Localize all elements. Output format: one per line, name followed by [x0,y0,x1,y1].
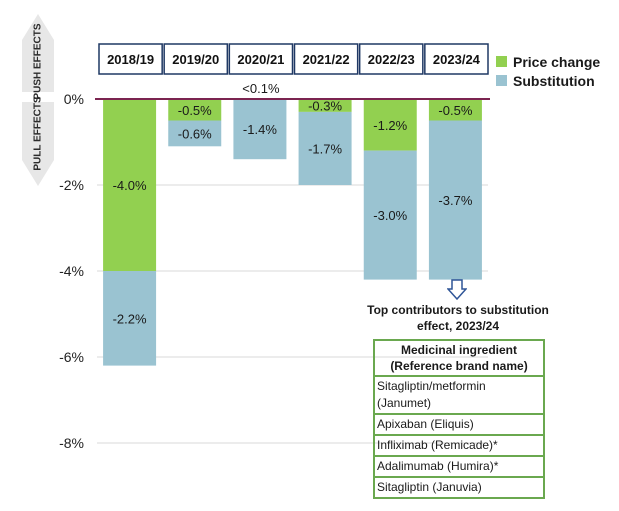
y-tick-label: -8% [59,435,84,451]
bar-data-label: -1.7% [308,141,342,156]
bar-substitution [233,99,287,160]
contributor-row: Sitagliptin/metformin (Janumet) [373,375,545,415]
bar-price-change [168,99,222,121]
category-label: 2023/24 [433,52,481,67]
legend-swatch-price [496,56,507,67]
contributor-row: Adalimumab (Humira)* [373,455,545,478]
category-label: 2020/21 [237,52,284,67]
legend-item-price: Price change [496,52,600,71]
y-tick-label: -2% [59,177,84,193]
bar-price-change [363,99,417,151]
bar-price-change [428,99,482,121]
y-tick-label: 0% [64,91,84,107]
y-tick-label: -6% [59,349,84,365]
bar-data-label: -3.0% [373,208,407,223]
bar-data-label: -0.6% [178,126,212,141]
contributors-table: Medicinal ingredient (Reference brand na… [373,339,545,499]
category-label: 2022/23 [368,52,415,67]
bar-data-label: -0.5% [178,103,212,118]
bar-price-change [103,99,157,271]
category-label: 2021/22 [303,52,350,67]
legend-label-substitution: Substitution [513,72,595,89]
contributors-header: Medicinal ingredient (Reference brand na… [373,339,545,377]
bar-data-label: -3.7% [438,193,472,208]
bar-data-label: -4.0% [113,178,147,193]
bar-data-label: -0.3% [308,98,342,113]
contributor-row: Infliximab (Remicade)* [373,434,545,457]
legend-swatch-substitution [496,75,507,86]
category-header-cell [98,43,163,75]
bar-substitution [363,150,417,280]
bar-substitution [298,111,352,185]
legend: Price change Substitution [496,52,600,90]
bar-price-change [298,99,352,112]
legend-item-substitution: Substitution [496,71,600,90]
bar-data-label: -0.5% [438,103,472,118]
category-header-cell [163,43,229,75]
push-effects-label: PUSH EFFECTS [32,22,44,100]
pull-effects-label: PULL EFFECTS [32,95,44,171]
legend-label-price: Price change [513,53,601,70]
category-header-cell [228,43,294,75]
category-label: 2018/19 [107,52,154,67]
bar-substitution [428,120,482,280]
bar-data-label: -1.2% [373,118,407,133]
bar-data-label: -2.2% [113,311,147,326]
contributors-title: Top contributors to substitution effect,… [367,303,549,333]
down-arrow-icon [447,279,467,301]
bar-substitution [103,271,157,366]
y-tick-label: -4% [59,263,84,279]
category-label: 2019/20 [172,52,219,67]
contributor-row: Apixaban (Eliquis) [373,413,545,436]
category-header-cell [424,43,489,75]
pull-arrow-shape [22,102,54,186]
category-header-cell [358,43,424,75]
bar-substitution [168,120,222,147]
contributor-row: Sitagliptin (Januvia) [373,476,545,499]
bar-data-label: -1.4% [243,122,277,137]
price-annotation: <0.1% [242,81,280,96]
category-header-cell [293,43,359,75]
push-arrow-shape [22,14,54,92]
